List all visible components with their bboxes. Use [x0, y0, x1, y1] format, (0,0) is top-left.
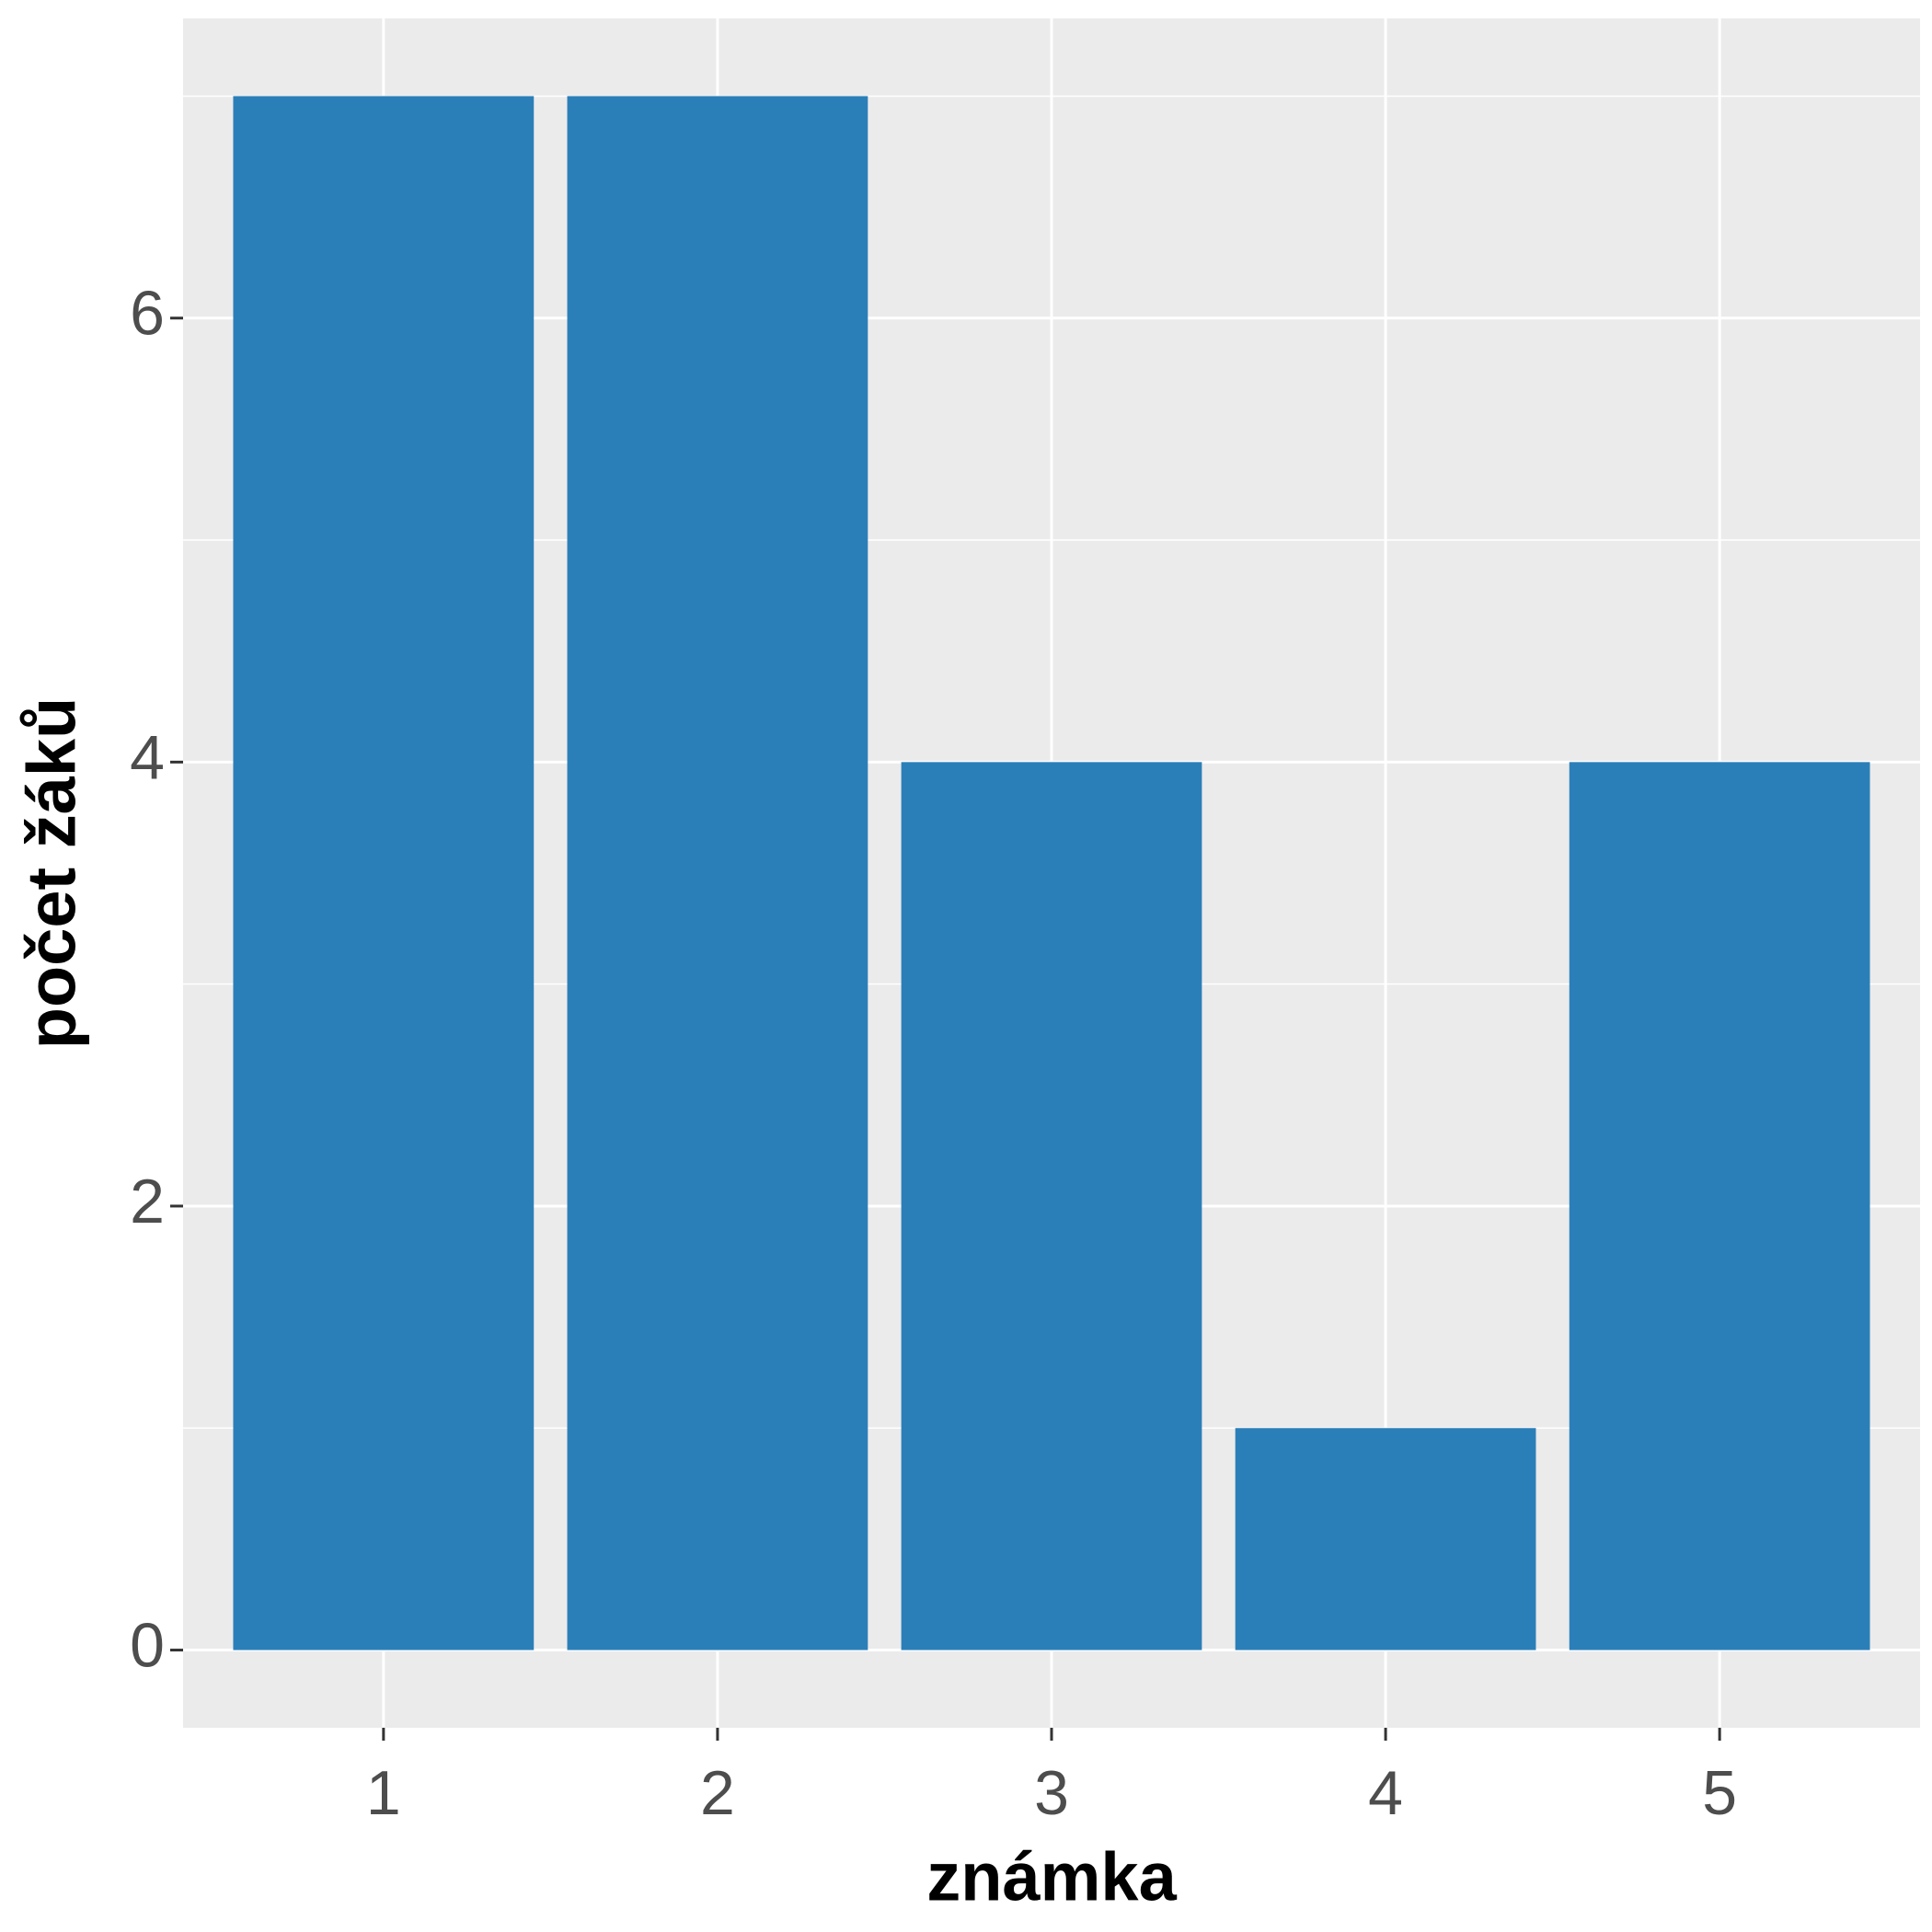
x-tick-label: 4	[1368, 1758, 1403, 1828]
y-tick-label: 6	[130, 279, 165, 349]
bar	[901, 762, 1202, 1650]
bar	[1235, 1428, 1536, 1650]
x-axis-title: známka	[926, 1839, 1177, 1915]
y-tick-label: 2	[130, 1167, 165, 1236]
bar	[233, 96, 535, 1650]
x-tick-label: 5	[1702, 1758, 1737, 1828]
bar	[1569, 762, 1870, 1650]
x-tick-label: 3	[1034, 1758, 1069, 1828]
x-tick-label: 2	[700, 1758, 735, 1828]
y-axis-title: počet žáků	[14, 697, 90, 1049]
y-tick-label: 0	[130, 1611, 165, 1681]
bar	[567, 96, 868, 1650]
y-tick-label: 4	[130, 722, 165, 792]
x-tick-label: 1	[366, 1758, 401, 1828]
